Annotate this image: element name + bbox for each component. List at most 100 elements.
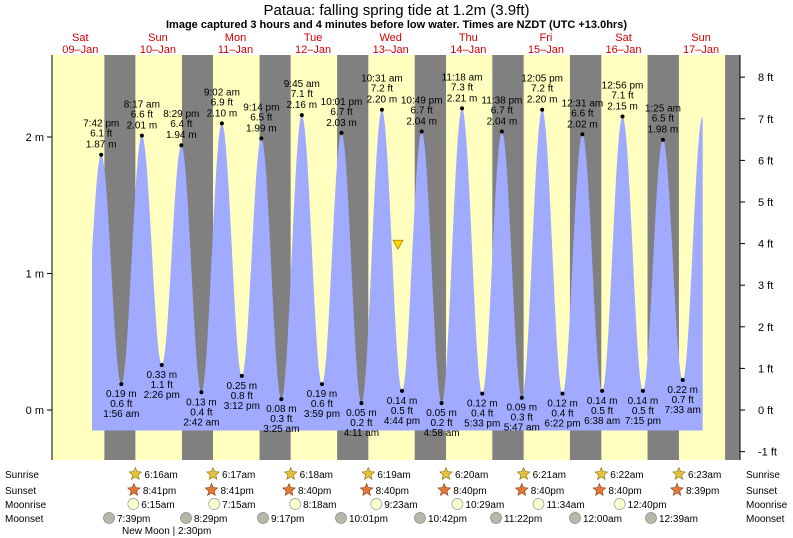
- sunset-time: 8:40pm: [608, 486, 641, 497]
- day-date: 16–Jan: [605, 44, 641, 56]
- sunrise-icon: [594, 466, 609, 480]
- high-tide-time: 10:31 am: [361, 74, 403, 85]
- sunset-icon: [204, 482, 219, 496]
- sunrise-time: 6:17am: [222, 470, 255, 481]
- low-tide-time: 1:56 am: [103, 409, 139, 420]
- high-tide-m: 2.10 m: [207, 108, 238, 119]
- high-tide-ft: 6.5 ft: [652, 114, 674, 125]
- high-tide-point: [259, 136, 264, 141]
- low-tide-m: 0.14 m: [387, 396, 418, 407]
- high-tide-m: 1.99 m: [246, 123, 277, 134]
- high-tide-time: 11:18 am: [442, 72, 483, 83]
- astro-row-label-right: Moonrise: [746, 500, 788, 511]
- moonset-time: 11:22pm: [504, 514, 542, 525]
- day-name: Fri: [539, 32, 552, 44]
- high-tide-time: 8:29 pm: [163, 109, 199, 120]
- moonrise-icon: [127, 498, 140, 510]
- low-tide-m: 0.08 m: [266, 404, 297, 415]
- high-tide-ft: 7.3 ft: [451, 82, 473, 93]
- sunrise-time: 6:22am: [610, 470, 643, 481]
- low-tide-m: 0.14 m: [587, 396, 618, 407]
- moonset-icon: [490, 512, 502, 524]
- sunset-icon: [359, 482, 374, 496]
- sunrise-icon: [128, 466, 143, 480]
- low-tide-point: [519, 395, 524, 400]
- sunset-time: 8:40pm: [298, 486, 331, 497]
- moonrise-icon: [289, 498, 301, 510]
- high-tide-ft: 6.9 ft: [211, 97, 233, 108]
- moonrise-time: 11:34am: [546, 500, 584, 511]
- sunset-icon: [514, 482, 529, 496]
- moonset-icon: [335, 512, 347, 524]
- low-tide-ft: 0.6 ft: [311, 399, 333, 410]
- sunset-icon: [437, 482, 452, 496]
- high-tide-time: 9:45 am: [284, 79, 320, 90]
- current-tide-marker: [392, 239, 404, 250]
- left-tick-label: 0 m: [26, 405, 44, 417]
- tide-area: [92, 108, 703, 431]
- sunset-time: 8:40pm: [453, 486, 486, 497]
- low-tide-point: [319, 382, 324, 387]
- sunrise-time: 6:23am: [688, 470, 721, 481]
- high-tide-m: 1.87 m: [86, 140, 117, 151]
- high-tide-point: [499, 129, 504, 134]
- day-name: Sat: [72, 32, 89, 44]
- high-tide-point: [460, 106, 465, 111]
- moonset-time: 12:00am: [583, 514, 622, 525]
- high-tide-time: 7:42 pm: [83, 119, 119, 130]
- day-name: Thu: [459, 32, 478, 44]
- right-tick-label: 8 ft: [758, 72, 773, 84]
- high-tide-m: 2.01 m: [127, 121, 158, 132]
- moonrise-time: 8:18am: [303, 500, 336, 511]
- sunrise-time: 6:16am: [144, 470, 177, 481]
- astro-row-label-left: Moonrise: [5, 500, 47, 511]
- low-tide-time: 4:11 am: [344, 428, 379, 439]
- high-tide-point: [139, 133, 144, 138]
- high-tide-m: 2.20 m: [367, 95, 398, 106]
- moonset-icon: [257, 512, 269, 524]
- high-tide-ft: 7.1 ft: [291, 89, 313, 100]
- low-tide-ft: 0.3 ft: [511, 413, 533, 424]
- high-tide-ft: 6.7 ft: [411, 106, 433, 117]
- astro-row-label-left: Moonset: [5, 514, 44, 525]
- sunrise-time: 6:19am: [377, 470, 410, 481]
- high-tide-point: [339, 130, 344, 135]
- astro-row-label-right: Sunrise: [746, 470, 780, 481]
- low-tide-time: 5:33 pm: [464, 419, 500, 430]
- moonrise-icon: [451, 498, 464, 510]
- high-tide-m: 2.04 m: [406, 117, 437, 128]
- low-tide-time: 6:22 pm: [544, 419, 580, 430]
- high-tide-time: 12:05 pm: [521, 74, 563, 85]
- sunset-time: 8:41pm: [143, 486, 176, 497]
- day-name: Wed: [379, 32, 401, 44]
- high-tide-m: 1.98 m: [648, 125, 679, 136]
- right-tick-label: 4 ft: [758, 239, 773, 251]
- high-tide-ft: 6.5 ft: [250, 112, 272, 123]
- low-tide-m: 0.33 m: [146, 370, 177, 381]
- low-tide-point: [199, 390, 204, 395]
- day-date: 14–Jan: [450, 44, 486, 56]
- sunset-time: 8:39pm: [686, 486, 719, 497]
- astro-row-label-right: Moonset: [746, 514, 785, 525]
- sunrise-icon: [672, 466, 686, 480]
- moonrise-icon: [532, 498, 545, 510]
- low-tide-time: 2:26 pm: [144, 390, 180, 401]
- low-tide-point: [680, 377, 685, 382]
- new-moon-label: New Moon | 2:30pm: [122, 526, 211, 537]
- high-tide-time: 1:25 am: [645, 104, 681, 115]
- day-date: 09–Jan: [62, 44, 98, 56]
- high-tide-point: [419, 129, 424, 134]
- right-tick-label: 2 ft: [758, 322, 773, 334]
- high-tide-ft: 7.2 ft: [371, 84, 393, 95]
- low-tide-point: [439, 401, 444, 406]
- high-tide-ft: 6.7 ft: [330, 107, 352, 118]
- day-date: 17–Jan: [683, 44, 719, 56]
- low-tide-time: 3:59 pm: [304, 409, 340, 420]
- high-tide-m: 2.21 m: [447, 93, 478, 104]
- low-tide-point: [560, 391, 565, 396]
- high-tide-point: [540, 107, 545, 112]
- sunrise-icon: [361, 466, 376, 480]
- moonset-icon: [414, 512, 426, 524]
- low-tide-point: [279, 397, 284, 402]
- low-tide-time: 5:47 am: [504, 423, 540, 434]
